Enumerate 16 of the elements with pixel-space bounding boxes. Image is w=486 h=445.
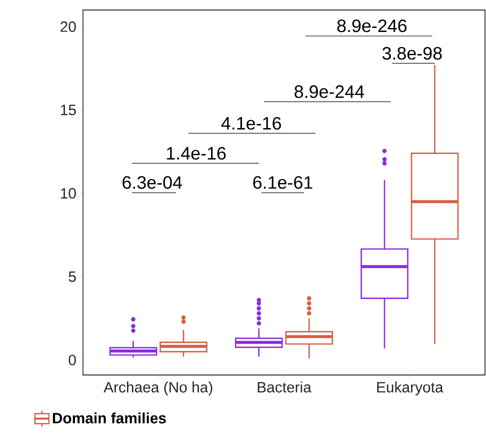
annotation: 8.9e-246	[337, 19, 407, 32]
annotation: 6.1e-61	[253, 176, 312, 189]
legend-label: Domain families	[52, 412, 166, 424]
y-tick-label: 10	[61, 188, 76, 199]
annotation: 4.1e-16	[221, 116, 281, 130]
annotation: 8.9e-244	[294, 85, 364, 98]
x-tick-label: Eukaryota	[377, 382, 444, 396]
y-tick-label: 5	[68, 271, 76, 282]
y-tick-label: 15	[61, 104, 76, 116]
annotation: 1.4e-16	[167, 146, 226, 160]
y-tick-label: 0	[68, 354, 76, 366]
y-tick-label: 20	[60, 21, 76, 32]
x-tick-label: Archaea (No ha)	[104, 382, 212, 396]
annotation: 3.8e-98	[382, 46, 442, 60]
x-tick-label: Bacteria	[258, 382, 312, 392]
annotation: 6.3e-04	[122, 176, 182, 189]
